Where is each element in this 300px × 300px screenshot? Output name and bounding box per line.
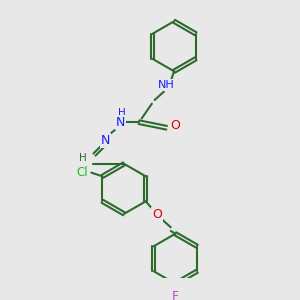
Text: F: F xyxy=(172,290,179,300)
Text: N: N xyxy=(116,116,125,129)
Text: N: N xyxy=(101,134,110,147)
Text: O: O xyxy=(152,208,162,221)
Text: O: O xyxy=(170,119,180,132)
Text: H: H xyxy=(80,153,87,163)
Text: Cl: Cl xyxy=(76,166,88,179)
Text: H: H xyxy=(118,108,126,118)
Text: NH: NH xyxy=(158,80,175,90)
